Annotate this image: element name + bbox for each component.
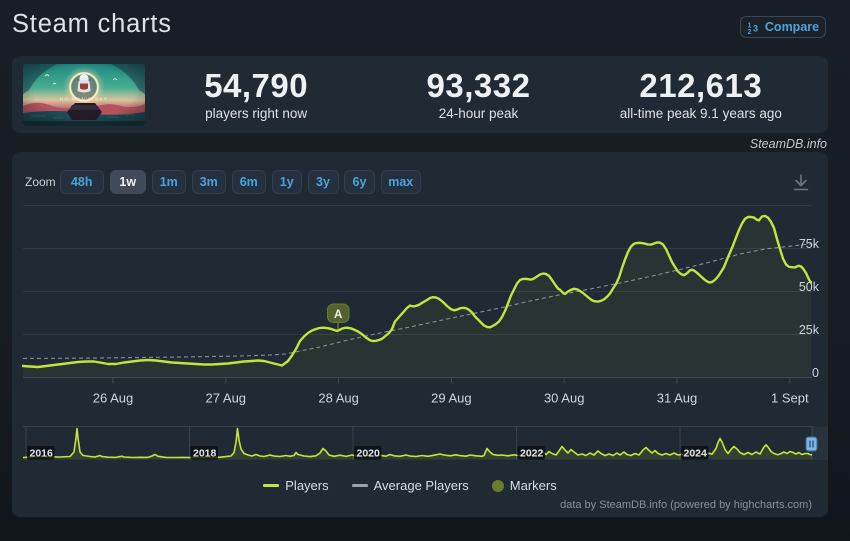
svg-text:2024: 2024 xyxy=(684,448,708,460)
svg-text:27 Aug: 27 Aug xyxy=(206,391,247,406)
svg-text:2016: 2016 xyxy=(30,448,54,460)
svg-text:26 Aug: 26 Aug xyxy=(93,391,134,406)
svg-text:2: 2 xyxy=(747,29,751,34)
svg-text:3: 3 xyxy=(753,23,758,33)
svg-text:28 Aug: 28 Aug xyxy=(318,391,359,406)
svg-text:A: A xyxy=(334,309,342,321)
svg-text:29 Aug: 29 Aug xyxy=(431,391,472,406)
svg-text:2022: 2022 xyxy=(520,448,544,460)
svg-text:1: 1 xyxy=(747,22,751,29)
svg-text:50k: 50k xyxy=(799,280,820,294)
svg-text:30 Aug: 30 Aug xyxy=(544,391,585,406)
svg-text:2018: 2018 xyxy=(193,448,217,460)
svg-text:75k: 75k xyxy=(799,237,820,251)
svg-text:31 Aug: 31 Aug xyxy=(657,391,698,406)
svg-text:25k: 25k xyxy=(799,323,820,337)
svg-text:1 Sept: 1 Sept xyxy=(771,391,809,406)
svg-text:2020: 2020 xyxy=(357,448,381,460)
svg-text:0: 0 xyxy=(812,366,819,380)
